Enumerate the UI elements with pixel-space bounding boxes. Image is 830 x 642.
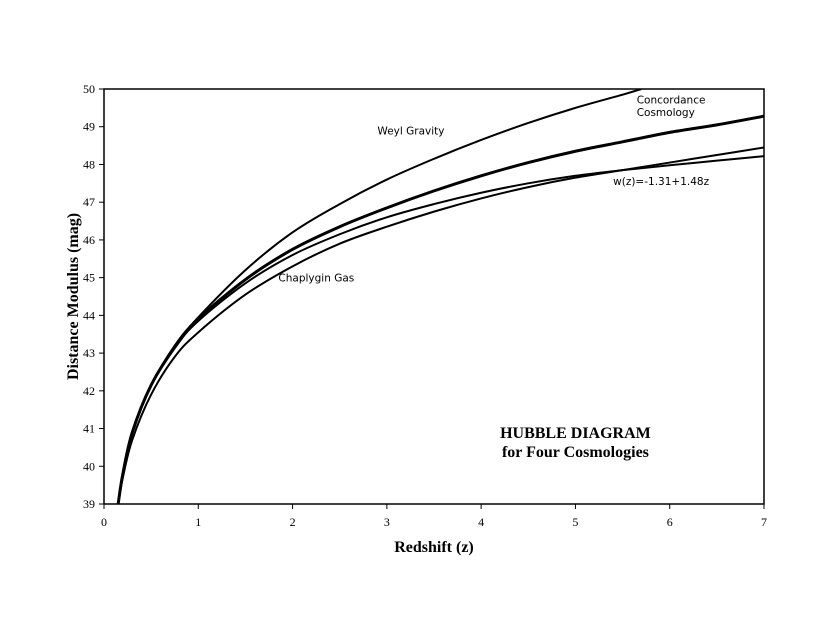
y-tick-label: 43	[83, 346, 95, 360]
annotation-weyl-gravity: Weyl Gravity	[377, 125, 444, 137]
chart-title: HUBBLE DIAGRAM	[500, 425, 651, 442]
y-tick-label: 47	[83, 195, 95, 209]
annotation-w-z-1-31-1-48z: w(z)=-1.31+1.48z	[613, 176, 709, 188]
y-tick-label: 45	[83, 271, 95, 285]
y-tick-label: 48	[83, 157, 95, 171]
x-tick-label: 3	[384, 515, 390, 529]
x-tick-label: 5	[572, 515, 578, 529]
annotation-chaplygin-gas: Chaplygin Gas	[278, 272, 354, 284]
annotation-cosmology: Cosmology	[637, 107, 695, 119]
x-tick-label: 7	[761, 515, 767, 529]
y-tick-label: 49	[83, 120, 95, 134]
annotation-concordance: Concordance	[637, 94, 706, 106]
y-axis-title: Distance Modulus (mag)	[65, 213, 82, 380]
series-line-w-z-1-31-1-48z	[117, 155, 764, 504]
x-tick-label: 4	[478, 515, 484, 529]
plot-frame	[103, 88, 765, 505]
x-tick-label: 6	[667, 515, 673, 529]
x-axis-ticks: 0 1 2 3 4 5 6 7	[101, 504, 767, 529]
y-tick-label: 46	[83, 233, 95, 247]
y-tick-label: 44	[83, 308, 95, 322]
series-line-chaplygin-gas	[117, 146, 764, 504]
y-tick-label: 50	[83, 82, 95, 96]
series-line-concordance-cosmology	[116, 114, 764, 504]
y-axis-ticks: 39 40 41 42 43 44 45 46 47 48 49 50	[83, 82, 104, 511]
plot-lines	[116, 89, 764, 504]
y-tick-label: 42	[83, 384, 95, 398]
x-tick-label: 2	[290, 515, 296, 529]
x-tick-label: 0	[101, 515, 107, 529]
y-tick-label: 39	[83, 497, 95, 511]
y-tick-label: 40	[83, 459, 95, 473]
chart-subtitle: for Four Cosmologies	[502, 444, 649, 461]
x-axis-title: Redshift (z)	[394, 539, 474, 556]
x-tick-label: 1	[195, 515, 201, 529]
y-tick-label: 41	[83, 422, 95, 436]
